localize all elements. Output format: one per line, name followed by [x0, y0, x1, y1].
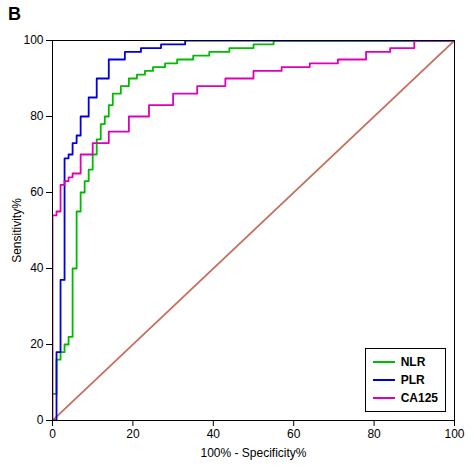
svg-text:60: 60: [30, 185, 44, 199]
svg-text:100: 100: [23, 33, 43, 47]
svg-text:20: 20: [30, 337, 44, 351]
html-text:NLR: NLR: [400, 355, 426, 369]
html-text:PLR: PLR: [400, 373, 425, 387]
svg-text:Sensitivity%: Sensitivity%: [10, 198, 24, 263]
html-text:B: B: [8, 4, 21, 24]
svg-text:80: 80: [367, 427, 381, 441]
svg-text:0: 0: [37, 413, 44, 427]
svg-text:80: 80: [30, 109, 44, 123]
svg-text:0: 0: [49, 427, 56, 441]
svg-text:20: 20: [126, 427, 140, 441]
svg-text:100% - Specificity%: 100% - Specificity%: [200, 446, 306, 460]
svg-text:40: 40: [207, 427, 221, 441]
svg-text:40: 40: [30, 261, 44, 275]
svg-text:60: 60: [287, 427, 301, 441]
svg-text:100: 100: [444, 427, 464, 441]
html-text:CA125: CA125: [400, 391, 438, 405]
